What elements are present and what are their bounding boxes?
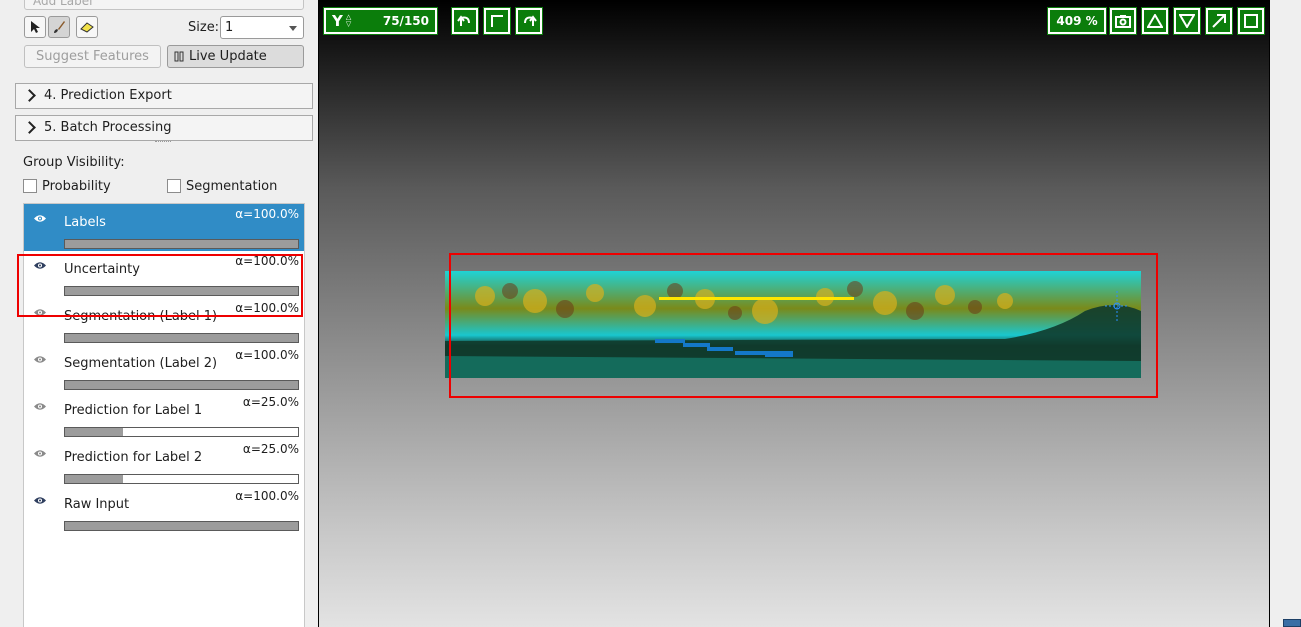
axis-label: Y [332, 12, 343, 30]
undock-button[interactable] [1205, 7, 1233, 35]
segmentation-checkbox[interactable] [167, 179, 181, 193]
eye-icon[interactable] [33, 402, 47, 411]
brush-size-select[interactable]: 1 [220, 16, 304, 39]
size-label: Size: [188, 20, 220, 35]
section-label: 4. Prediction Export [44, 88, 172, 103]
brush-size-value: 1 [225, 20, 234, 35]
redo-icon [524, 15, 537, 26]
chevron-down-icon [289, 26, 297, 31]
segmentation-label: Segmentation [186, 179, 278, 194]
add-label-button[interactable]: Add Label [24, 0, 304, 10]
layer-opacity-label: α=25.0% [242, 442, 299, 456]
corner-widget[interactable] [1283, 619, 1301, 627]
triangle-down-icon [1179, 14, 1195, 28]
maximize-arrow-icon [1212, 14, 1226, 28]
eye-icon[interactable] [33, 496, 47, 505]
annotation-box-uncertainty [17, 254, 303, 317]
layer-row[interactable]: Raw Input α=100.0% [24, 486, 304, 533]
opacity-fill [65, 334, 298, 342]
eye-icon[interactable] [33, 308, 47, 317]
eye-icon[interactable] [33, 261, 47, 270]
layer-row[interactable]: Segmentation (Label 2) α=100.0% [24, 345, 304, 392]
left-panel: Add Label Size: 1 Suggest Features Live … [0, 0, 318, 627]
section-prediction-export[interactable]: 4. Prediction Export [15, 83, 313, 109]
camera-icon [1115, 15, 1131, 28]
crop-button[interactable] [483, 7, 511, 35]
layer-row[interactable]: Uncertainty α=100.0% [24, 251, 304, 298]
slice-down-button[interactable] [1173, 7, 1201, 35]
right-panel-edge [1271, 0, 1301, 627]
layer-opacity-slider[interactable] [64, 474, 299, 484]
opacity-fill [65, 381, 298, 389]
slice-stepper-icon[interactable]: △ ▽ [345, 13, 352, 28]
layer-opacity-label: α=25.0% [242, 395, 299, 409]
zoom-level[interactable]: 409 % [1047, 7, 1107, 35]
layer-opacity-slider[interactable] [64, 239, 299, 249]
probability-checkbox[interactable] [23, 179, 37, 193]
image-viewer[interactable]: Y △ ▽ 75/150 409 % [318, 0, 1270, 627]
live-update-label: Live Update [189, 49, 267, 64]
pointer-icon [31, 21, 40, 33]
slice-coordinate-control[interactable]: Y △ ▽ 75/150 [323, 7, 438, 35]
brush-tool-button[interactable] [48, 16, 70, 38]
layer-opacity-slider[interactable] [64, 286, 299, 296]
layer-row[interactable]: Prediction for Label 1 α=25.0% [24, 392, 304, 439]
undo-icon [457, 15, 470, 26]
opacity-fill [65, 475, 124, 483]
suggest-features-button[interactable]: Suggest Features [24, 45, 161, 68]
layer-opacity-label: α=100.0% [235, 254, 299, 268]
opacity-fill [65, 287, 298, 295]
layer-opacity-label: α=100.0% [235, 348, 299, 362]
layer-list: Labels α=100.0% Uncertainty α=100.0% Segment… [23, 203, 305, 627]
probability-label: Probability [42, 179, 111, 194]
panel-splitter-handle[interactable] [155, 141, 171, 142]
layer-opacity-slider[interactable] [64, 427, 299, 437]
layer-opacity-label: α=100.0% [235, 207, 299, 221]
layer-name: Segmentation (Label 2) [64, 356, 218, 371]
undo-button[interactable] [451, 7, 479, 35]
triangle-up-icon [1147, 14, 1163, 28]
eye-icon[interactable] [33, 355, 47, 364]
group-visibility-label: Group Visibility: [23, 155, 125, 170]
opacity-fill [65, 428, 124, 436]
layer-opacity-slider[interactable] [64, 521, 299, 531]
suggest-features-label: Suggest Features [36, 49, 149, 64]
layer-opacity-label: α=100.0% [235, 489, 299, 503]
eye-icon[interactable] [33, 449, 47, 458]
brush-icon [54, 21, 65, 33]
layer-name: Prediction for Label 1 [64, 403, 203, 418]
layer-row[interactable]: Labels α=100.0% [24, 204, 304, 251]
zoom-value: 409 % [1056, 14, 1098, 28]
opacity-fill [65, 240, 298, 248]
layer-name: Uncertainty [64, 262, 140, 277]
redo-button[interactable] [515, 7, 543, 35]
section-label: 5. Batch Processing [44, 120, 172, 135]
chevron-right-icon [23, 89, 36, 102]
eraser-icon [80, 22, 94, 33]
maximize-button[interactable] [1237, 7, 1265, 35]
layer-name: Raw Input [64, 497, 130, 512]
opacity-fill [65, 522, 298, 530]
layer-row[interactable]: Prediction for Label 2 α=25.0% [24, 439, 304, 486]
layer-opacity-slider[interactable] [64, 333, 299, 343]
slice-value: 75/150 [382, 14, 429, 28]
chevron-right-icon [23, 121, 36, 134]
layer-opacity-slider[interactable] [64, 380, 299, 390]
eye-icon[interactable] [33, 214, 47, 223]
volume-slice-image[interactable] [445, 271, 1141, 378]
annotation-box-image [449, 253, 1158, 398]
section-batch-processing[interactable]: 5. Batch Processing [15, 115, 313, 141]
live-update-button[interactable]: Live Update [167, 45, 304, 68]
crop-icon [491, 15, 503, 27]
add-label-text: Add Label [33, 0, 93, 8]
screenshot-button[interactable] [1109, 7, 1137, 35]
pointer-tool-button[interactable] [24, 16, 46, 38]
layer-name: Labels [64, 215, 106, 230]
slice-up-button[interactable] [1141, 7, 1169, 35]
layer-opacity-label: α=100.0% [235, 301, 299, 315]
square-icon [1244, 14, 1258, 28]
pause-icon [174, 51, 184, 62]
eraser-tool-button[interactable] [76, 16, 98, 38]
layer-name: Prediction for Label 2 [64, 450, 203, 465]
